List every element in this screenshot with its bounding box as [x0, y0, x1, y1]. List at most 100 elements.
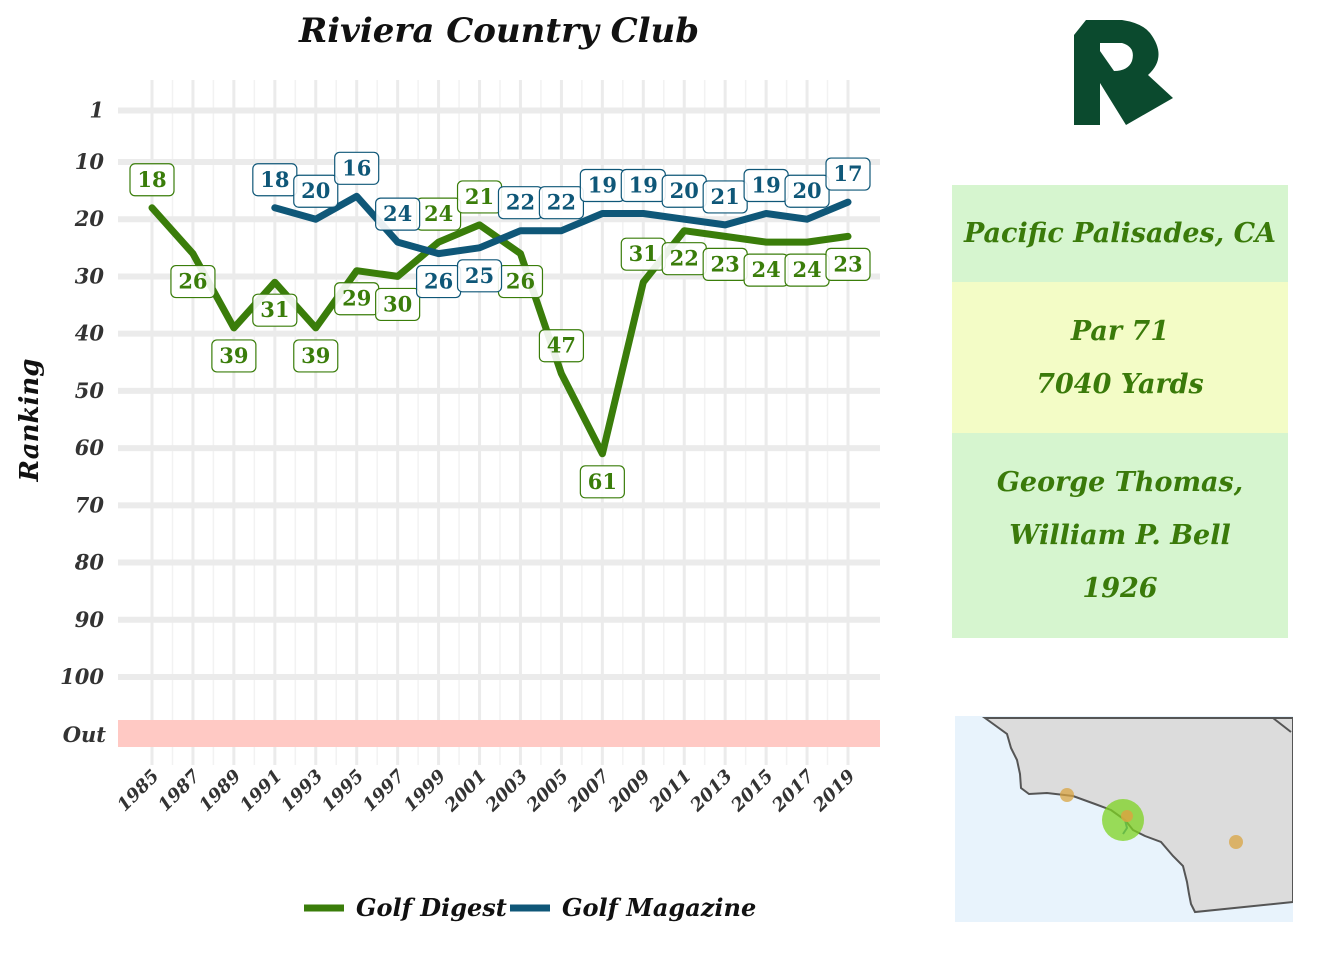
data-labels: 18 26 39 31 39 29 30 24 21 26 47 61 31 22 23 24 24 23 18 20… [129, 151, 871, 499]
svg-text:24: 24 [792, 257, 821, 282]
series-line-golf-magazine [271, 192, 852, 258]
location-block: Pacific Palisades, CA [952, 185, 1288, 282]
x-tick-label: 1993 [277, 766, 327, 816]
data-label-golf-magazine: 19 [579, 168, 625, 203]
x-tick-label: 1991 [236, 766, 286, 816]
svg-text:20: 20 [301, 178, 330, 203]
year-text: 1926 [1082, 573, 1158, 604]
svg-text:25: 25 [465, 263, 494, 288]
data-label-golf-magazine: 26 [415, 264, 462, 299]
x-axis-ticks: 1985198719891991199319951997199920012003… [113, 765, 860, 816]
legend-label-golf-digest: Golf Digest [356, 893, 507, 922]
x-tick-label: 1985 [113, 766, 163, 816]
x-tick-label: 2005 [522, 766, 573, 817]
data-label-golf-digest: 31 [620, 237, 666, 271]
svg-text:22: 22 [670, 246, 699, 271]
data-label-golf-magazine: 24 [375, 197, 421, 231]
data-label-golf-digest: 23 [702, 247, 748, 281]
data-label-golf-digest: 21 [456, 180, 503, 214]
y-tick-label: 20 [74, 206, 105, 231]
svg-text:22: 22 [547, 190, 576, 215]
map-marker-riviera [1121, 810, 1133, 822]
svg-text:31: 31 [629, 241, 658, 266]
svg-text:24: 24 [383, 201, 412, 226]
x-tick-label: 1987 [154, 765, 205, 816]
y-tick-label: 10 [75, 149, 105, 174]
x-tick-label: 2015 [727, 766, 778, 817]
data-label-golf-magazine: 20 [661, 174, 707, 208]
data-label-golf-digest: 31 [252, 293, 298, 327]
svg-text:20: 20 [670, 178, 699, 203]
legend-label-golf-magazine: Golf Magazine [562, 893, 756, 922]
svg-text:29: 29 [342, 286, 371, 311]
y-axis-ticks: 1 10 20 30 40 50 60 70 80 90 100 [60, 98, 104, 690]
x-tick-label: 2001 [440, 766, 491, 817]
svg-text:20: 20 [792, 178, 821, 203]
map-state-border [1272, 717, 1292, 733]
location-text: Pacific Palisades, CA [963, 218, 1277, 249]
series-lines [148, 192, 852, 458]
svg-text:31: 31 [260, 297, 289, 322]
data-label-golf-magazine: 22 [497, 186, 544, 220]
data-label-golf-magazine: 20 [293, 174, 339, 208]
svg-text:16: 16 [342, 155, 371, 180]
data-label-golf-magazine: 22 [538, 186, 585, 220]
x-tick-label: 1989 [195, 765, 246, 816]
y-tick-label-out: Out [63, 722, 107, 747]
svg-text:30: 30 [383, 291, 412, 316]
designer-block: George Thomas, William P. Bell 1926 [952, 433, 1288, 638]
svg-text:21: 21 [711, 184, 740, 209]
data-label-golf-magazine: 19 [743, 168, 789, 203]
svg-text:23: 23 [711, 251, 740, 276]
y-tick-label: 80 [74, 550, 105, 575]
data-label-golf-digest: 22 [661, 242, 707, 276]
y-tick-label: 30 [75, 263, 105, 288]
y-tick-label: 40 [75, 321, 105, 346]
y-tick-label: 100 [60, 664, 104, 689]
x-tick-label: 1999 [400, 765, 451, 816]
designer-line-2: William P. Bell [1009, 520, 1231, 551]
x-tick-label: 2009 [604, 765, 655, 816]
course-info-panel: Pacific Palisades, CA Par 71 7040 Yards … [952, 185, 1288, 638]
y-tick-label: 60 [75, 435, 105, 460]
x-tick-label: 2019 [809, 765, 860, 816]
data-label-golf-digest: 30 [375, 287, 421, 322]
chart-title: Riviera Country Club [298, 11, 699, 51]
svg-text:22: 22 [506, 190, 535, 215]
svg-text:39: 39 [219, 343, 248, 368]
svg-text:18: 18 [137, 167, 166, 192]
x-tick-label: 2013 [686, 766, 737, 817]
data-label-golf-digest: 26 [170, 264, 216, 299]
data-label-golf-digest: 39 [293, 339, 339, 373]
svg-text:61: 61 [588, 469, 617, 494]
data-label-golf-digest: 18 [129, 163, 175, 197]
x-tick-label: 2011 [645, 766, 696, 817]
y-tick-label: 50 [75, 378, 105, 403]
x-tick-label: 2003 [481, 766, 532, 817]
map-marker-2 [1229, 835, 1243, 849]
y-tick-label: 1 [89, 98, 104, 123]
data-label-golf-digest: 47 [538, 329, 585, 363]
data-label-golf-magazine: 16 [334, 151, 380, 185]
california-coast-map-icon [955, 716, 1293, 922]
svg-text:17: 17 [833, 161, 862, 186]
y-tick-label: 90 [75, 607, 105, 632]
data-label-golf-digest: 61 [579, 465, 625, 499]
out-band [118, 720, 880, 747]
par-text: Par 71 [1070, 315, 1170, 347]
data-label-golf-digest: 23 [825, 247, 871, 281]
svg-text:19: 19 [588, 173, 617, 198]
y-axis-label: Ranking [15, 359, 45, 483]
data-label-golf-magazine: 18 [252, 163, 298, 197]
legend: Golf Digest Golf Magazine [304, 893, 756, 922]
riviera-r-logo-icon [1074, 20, 1173, 125]
data-label-golf-magazine: 25 [456, 259, 503, 293]
x-tick-label: 2007 [563, 765, 614, 816]
designer-line-1: George Thomas, [996, 467, 1244, 498]
svg-text:24: 24 [752, 257, 781, 282]
svg-text:19: 19 [752, 173, 781, 198]
svg-text:47: 47 [547, 333, 576, 358]
svg-text:26: 26 [178, 269, 207, 294]
svg-text:39: 39 [301, 343, 330, 368]
